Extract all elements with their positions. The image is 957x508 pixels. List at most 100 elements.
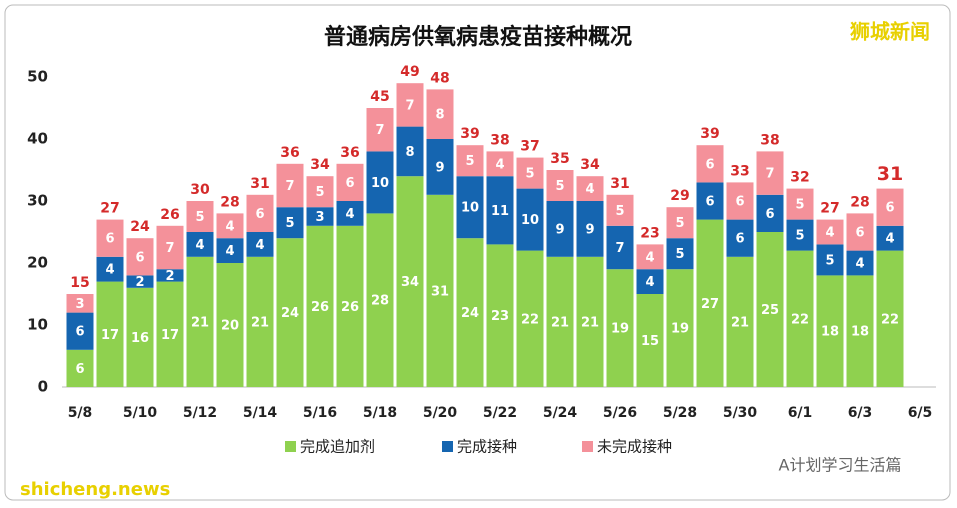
bar-segment <box>516 157 544 189</box>
total-label: 31 <box>610 176 629 192</box>
bar-segment <box>456 145 484 177</box>
total-label: 45 <box>370 89 389 105</box>
x-tick-label: 6/5 <box>908 405 933 421</box>
total-label: 28 <box>850 194 869 210</box>
total-label: 31 <box>250 176 269 192</box>
y-tick-label: 40 <box>27 130 48 148</box>
total-label: 34 <box>310 157 330 173</box>
bar-segment <box>786 250 814 387</box>
bar-segment <box>426 89 454 139</box>
segment-label: 6 <box>75 325 84 340</box>
bar-segment <box>126 238 154 276</box>
bar-segment <box>756 151 784 195</box>
segment-label: 21 <box>191 315 209 330</box>
bar-segment <box>186 256 214 387</box>
segment-label: 2 <box>135 275 144 290</box>
segment-label: 21 <box>731 315 749 330</box>
legend-label: 完成接种 <box>457 438 517 456</box>
segment-label: 19 <box>671 322 689 337</box>
segment-label: 4 <box>225 219 234 234</box>
total-label: 32 <box>790 170 809 186</box>
y-tick-label: 20 <box>27 254 48 272</box>
bar-segment <box>576 256 604 387</box>
segment-label: 6 <box>345 176 354 191</box>
x-tick-label: 5/12 <box>183 405 217 421</box>
bar-segment <box>546 170 574 201</box>
bar-segment <box>156 269 184 282</box>
bar-segment <box>246 256 274 387</box>
segment-label: 6 <box>705 195 714 210</box>
x-tick-label: 5/26 <box>603 405 637 421</box>
segment-label: 22 <box>791 312 809 327</box>
bar-segment <box>576 201 604 257</box>
segment-label: 5 <box>525 167 534 182</box>
legend-label: 未完成接种 <box>597 438 672 456</box>
bar-segment <box>636 269 664 294</box>
segment-label: 21 <box>581 315 599 330</box>
bar-segment <box>546 256 574 387</box>
segment-label: 24 <box>461 306 479 321</box>
segment-label: 9 <box>435 160 444 175</box>
total-label: 26 <box>160 207 179 223</box>
bar-segment <box>516 250 544 387</box>
segment-label: 19 <box>611 322 629 337</box>
bar-segment <box>276 207 304 239</box>
segment-label: 5 <box>315 185 324 200</box>
total-label: 38 <box>490 132 509 148</box>
bar-segment <box>216 263 244 387</box>
total-label: 24 <box>130 219 150 235</box>
y-tick-label: 0 <box>38 378 48 396</box>
bar-segment <box>96 219 124 257</box>
watermark: 狮城新闻 <box>850 20 930 44</box>
bar-segment <box>426 194 454 387</box>
segment-label: 4 <box>195 238 204 253</box>
bar-segment <box>366 108 394 152</box>
segment-label: 5 <box>675 216 684 231</box>
segment-label: 6 <box>855 226 864 241</box>
total-label: 28 <box>220 194 239 210</box>
x-tick-label: 5/28 <box>663 405 697 421</box>
segment-label: 4 <box>645 250 654 265</box>
segment-label: 4 <box>345 207 354 222</box>
bar-segment <box>666 207 694 239</box>
total-label: 27 <box>100 201 119 217</box>
total-label: 30 <box>190 182 210 198</box>
x-tick-label: 6/1 <box>788 405 813 421</box>
bar-segment <box>876 188 904 226</box>
bar-segment <box>306 207 334 226</box>
bar-segment <box>546 201 574 257</box>
x-tick-label: 5/24 <box>543 405 578 421</box>
segment-label: 27 <box>701 297 719 312</box>
bar-segment <box>606 269 634 387</box>
bar-segment <box>726 256 754 387</box>
segment-label: 5 <box>795 198 804 213</box>
bar-segment <box>666 269 694 387</box>
segment-label: 6 <box>885 201 894 216</box>
bar-segment <box>846 250 874 276</box>
segment-label: 9 <box>555 222 564 237</box>
x-tick-label: 5/18 <box>363 405 397 421</box>
bar-segment <box>96 256 124 282</box>
segment-label: 2 <box>165 269 174 284</box>
segment-label: 7 <box>615 241 624 256</box>
x-tick-label: 5/22 <box>483 405 517 421</box>
segment-label: 6 <box>105 232 114 247</box>
segment-label: 5 <box>195 210 204 225</box>
x-tick-label: 5/10 <box>123 405 158 421</box>
bar-segment <box>456 176 484 239</box>
segment-label: 6 <box>75 362 84 377</box>
segment-label: 5 <box>285 216 294 231</box>
segment-label: 4 <box>255 238 264 253</box>
bar-segment <box>366 213 394 387</box>
bar-segment <box>846 213 874 251</box>
total-label: 35 <box>550 151 569 167</box>
bar-segment <box>876 250 904 387</box>
segment-label: 25 <box>761 303 779 318</box>
bar-segment <box>816 244 844 276</box>
bar-segment <box>456 238 484 387</box>
segment-label: 9 <box>585 222 594 237</box>
bar-segment <box>216 213 244 239</box>
segment-label: 3 <box>315 210 324 225</box>
legend-swatch <box>442 441 453 452</box>
segment-label: 8 <box>435 108 444 123</box>
